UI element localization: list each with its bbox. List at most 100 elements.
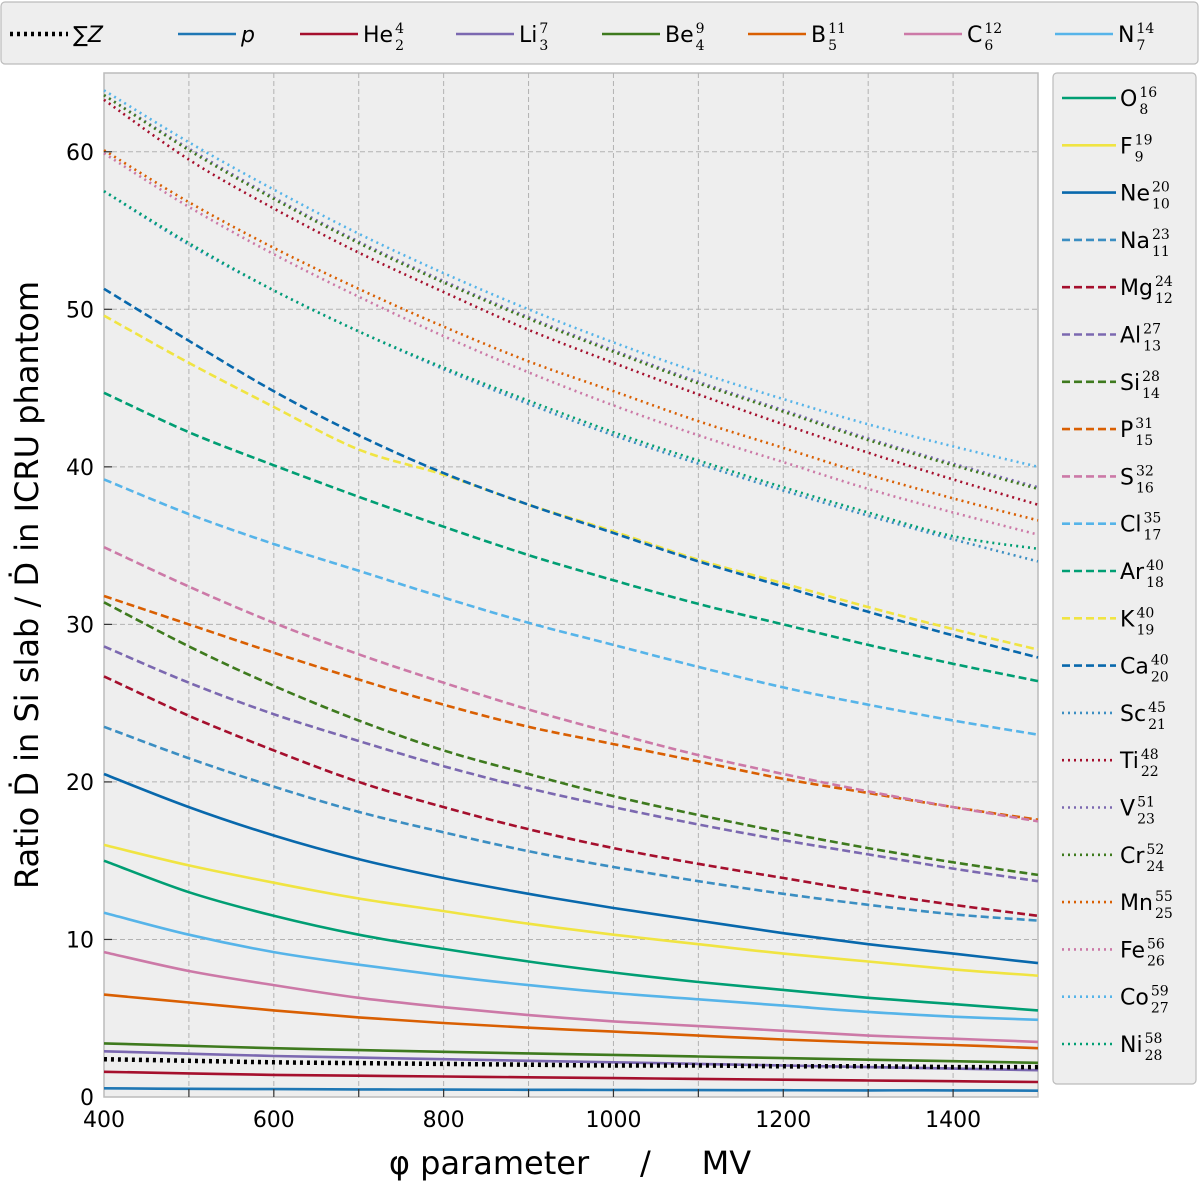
legend-charge-Na: 11 (1152, 244, 1170, 260)
legend-mass-Na: 23 (1152, 227, 1170, 243)
x-tick-label: 1200 (755, 1108, 811, 1133)
grid (104, 73, 1038, 1097)
legend-charge-V: 23 (1137, 812, 1155, 828)
legend-mass-Ti: 48 (1141, 747, 1159, 763)
legend-charge-F: 9 (1135, 149, 1144, 165)
y-tick-label: 60 (66, 141, 94, 166)
legend-label-Mg: Mg (1120, 276, 1153, 301)
legend-label-He: He (363, 23, 393, 48)
series-line-Cl (103, 478, 1039, 736)
legend-charge-P: 15 (1135, 433, 1153, 449)
legend-label-Al: Al (1120, 324, 1141, 349)
legend-right-frame (1052, 72, 1197, 1085)
legend-label-Fe: Fe (1120, 938, 1145, 963)
series-line-Cr (103, 94, 1039, 491)
legend-mass-Mg: 24 (1155, 274, 1173, 290)
legend-mass-C: 12 (984, 21, 1002, 37)
legend-charge-Be: 4 (696, 38, 705, 54)
series-line-Ti (103, 98, 1039, 506)
legend-label-Mn: Mn (1120, 891, 1153, 916)
legend-label-p: p (240, 23, 255, 48)
series-line-sumZ (103, 1056, 1039, 1070)
series-line-O (103, 859, 1039, 1012)
legend-top-frame (0, 1, 1199, 65)
legend-charge-O: 8 (1139, 102, 1148, 118)
series-line-V (103, 93, 1039, 489)
series-line-Mn (103, 149, 1039, 522)
legend-mass-P: 31 (1135, 416, 1153, 432)
legend-charge-Ne: 10 (1152, 197, 1170, 213)
legend-mass-V: 51 (1137, 795, 1155, 811)
legend-charge-S: 16 (1136, 480, 1154, 496)
legend-mass-Ne: 20 (1152, 180, 1170, 196)
legend-mass-B: 11 (828, 21, 846, 37)
legend-charge-He: 2 (395, 38, 404, 54)
legend-mass-K: 40 (1136, 605, 1154, 621)
legend-label-Cl: Cl (1120, 513, 1141, 538)
legend-label-K: K (1120, 607, 1135, 632)
legend-charge-Ca: 20 (1151, 670, 1169, 686)
legend-mass-Si: 28 (1142, 369, 1160, 385)
legend-mass-Co: 59 (1151, 984, 1169, 1000)
series-line-S (103, 546, 1039, 823)
series-line-He (103, 1070, 1039, 1084)
series-line-Mg (103, 675, 1039, 918)
legend-label-N: N (1118, 23, 1134, 48)
series-line-Ne (103, 772, 1039, 965)
legend-charge-Fe: 26 (1147, 953, 1165, 969)
x-tick-label: 1400 (925, 1108, 981, 1133)
legend-mass-Ar: 40 (1146, 558, 1164, 574)
y-tick-label: 0 (80, 1086, 94, 1111)
plot-area (103, 72, 1039, 1098)
legend-top: ∑Z p He 42 Li 73 Be 94 B 115 C 126 N 147 (0, 1, 1199, 65)
legend-charge-C: 6 (984, 38, 993, 54)
legend-charge-Cl: 17 (1143, 528, 1161, 544)
legend-label-Na: Na (1120, 229, 1150, 254)
legend-label-O: O (1120, 87, 1137, 112)
y-tick-label: 30 (66, 613, 94, 638)
x-tick-label: 1000 (585, 1108, 641, 1133)
legend-label-Co: Co (1120, 986, 1149, 1011)
legend-label-V: V (1120, 797, 1135, 822)
y-axis-label: Ratio Ḋ in Si slab / Ḋ in ICRU phantom (8, 281, 46, 889)
series-line-F (103, 843, 1039, 977)
series-line-Ar (103, 391, 1039, 683)
legend-charge-Cr: 24 (1146, 859, 1164, 875)
legend-mass-Ca: 40 (1151, 653, 1169, 669)
legend-label-Li: Li (519, 23, 537, 48)
legend-charge-Sc: 21 (1148, 717, 1166, 733)
series-line-Na (103, 725, 1039, 922)
x-axis-label: φ parameter / MV (389, 1144, 751, 1181)
legend-label-P: P (1120, 418, 1133, 443)
legend-charge-B: 5 (828, 38, 837, 54)
series-line-Sc (103, 190, 1039, 563)
legend-mass-Mn: 55 (1155, 889, 1173, 905)
ticks: 400 600 800 1000 1200 1400 0 10 20 30 40 50 60 (66, 141, 981, 1133)
legend-charge-Co: 27 (1151, 1001, 1169, 1017)
legend-charge-Si: 14 (1142, 386, 1160, 402)
legend-label-Sc: Sc (1120, 702, 1146, 727)
legend-label-Ti: Ti (1119, 749, 1139, 774)
legend-charge-N: 7 (1136, 38, 1145, 54)
y-tick-label: 50 (66, 298, 94, 323)
legend-mass-Ni: 58 (1145, 1031, 1163, 1047)
legend-mass-F: 19 (1135, 132, 1153, 148)
legend-mass-O: 16 (1139, 85, 1157, 101)
y-tick-label: 10 (66, 928, 94, 953)
legend-label-F: F (1120, 134, 1133, 159)
legend-mass-S: 32 (1136, 463, 1154, 479)
legend-mass-Cl: 35 (1143, 511, 1161, 527)
y-tick-label: 20 (66, 771, 94, 796)
legend-mass-Fe: 56 (1147, 936, 1165, 952)
series-line-Be (103, 1042, 1039, 1065)
series-line-Ca (103, 287, 1039, 659)
series-line-B (103, 993, 1039, 1050)
legend-label-B: B (811, 23, 826, 48)
legend-charge-Ti: 22 (1141, 764, 1159, 780)
series-line-Ni (103, 190, 1039, 551)
x-tick-label: 600 (253, 1108, 295, 1133)
legend-mass-Sc: 45 (1148, 700, 1166, 716)
series-line-Al (103, 645, 1039, 883)
